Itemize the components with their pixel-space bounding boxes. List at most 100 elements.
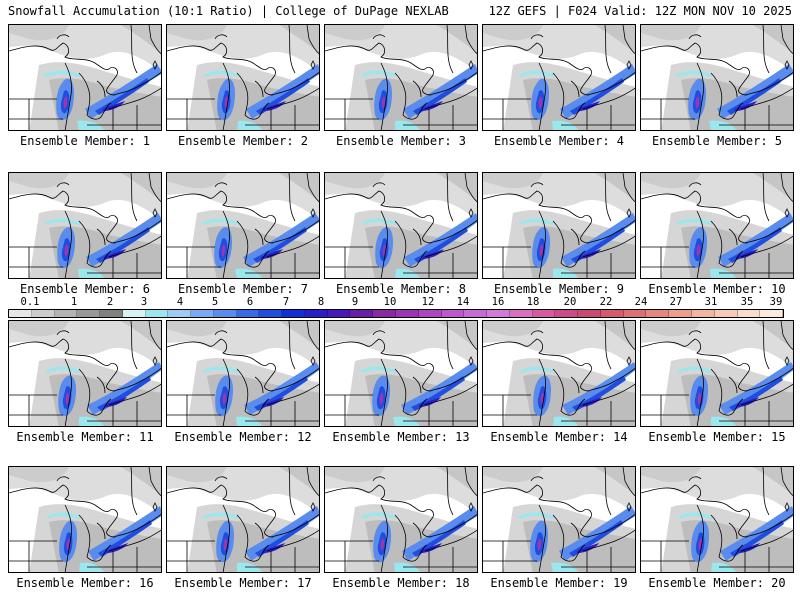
ensemble-member-map — [166, 320, 320, 427]
ensemble-member-map — [482, 172, 636, 279]
scale-color-swatch — [487, 310, 510, 317]
scale-tick-label: 2 — [106, 296, 114, 308]
scale-tick-label: 27 — [669, 296, 683, 308]
header-model-info: 12Z GEFS | F024 Valid: 12Z MON NOV 10 20… — [488, 4, 792, 18]
scale-tick-label: 39 — [769, 296, 783, 308]
ensemble-member-label: Ensemble Member: 17 — [174, 576, 312, 590]
scale-color-swatch — [327, 310, 351, 317]
ensemble-member-label: Ensemble Member: 6 — [19, 282, 151, 296]
scale-color-swatch — [282, 310, 305, 317]
ensemble-member-label: Ensemble Member: 9 — [493, 282, 625, 296]
ensemble-member-label: Ensemble Member: 2 — [177, 134, 309, 148]
scale-color-swatch — [669, 310, 692, 317]
scale-tick-label: 22 — [599, 296, 613, 308]
scale-tick-label: 14 — [456, 296, 470, 308]
ensemble-member-label: Ensemble Member: 20 — [648, 576, 786, 590]
scale-tick-label: 0.1 — [20, 296, 40, 308]
snowfall-color-scale: 0.1 1 2 3 4 5 6 7 8 9 10 12 14 16 18 20 22 24 27 31 35 39 — [8, 296, 792, 318]
scale-color-swatch — [122, 310, 146, 317]
scale-color-swatch — [213, 310, 237, 317]
scale-color-swatch — [9, 310, 32, 317]
scale-color-swatch — [373, 310, 397, 317]
scale-tick-label: 5 — [211, 296, 219, 308]
scale-tick-label: 18 — [526, 296, 540, 308]
ensemble-member-label: Ensemble Member: 14 — [490, 430, 628, 444]
scale-color-swatch — [259, 310, 283, 317]
scale-color-swatch — [600, 310, 624, 317]
ensemble-member-label: Ensemble Member: 5 — [651, 134, 783, 148]
ensemble-member-map — [640, 24, 794, 131]
scale-color-swatch — [77, 310, 101, 317]
scale-color-swatch — [464, 310, 488, 317]
ensemble-member-map — [166, 466, 320, 573]
ensemble-member-label: Ensemble Member: 13 — [332, 430, 470, 444]
ensemble-member-map — [640, 466, 794, 573]
ensemble-member-map — [166, 172, 320, 279]
ensemble-member-map — [640, 320, 794, 427]
header-title: Snowfall Accumulation (10:1 Ratio) | Col… — [8, 4, 449, 18]
scale-tick-label: 3 — [140, 296, 148, 308]
ensemble-member-map — [324, 466, 478, 573]
scale-tick-label: 35 — [740, 296, 754, 308]
ensemble-member-label: Ensemble Member: 15 — [648, 430, 786, 444]
ensemble-member-label: Ensemble Member: 10 — [648, 282, 786, 296]
ensemble-member-label: Ensemble Member: 8 — [335, 282, 467, 296]
scale-color-swatch — [578, 310, 601, 317]
scale-color-swatch — [236, 310, 260, 317]
ensemble-member-map — [324, 320, 478, 427]
scale-tick-label: 6 — [246, 296, 254, 308]
ensemble-member-label: Ensemble Member: 11 — [16, 430, 154, 444]
ensemble-member-label: Ensemble Member: 18 — [332, 576, 470, 590]
ensemble-member-map — [482, 320, 636, 427]
scale-tick-label: 9 — [351, 296, 359, 308]
scale-color-bar — [8, 309, 784, 318]
scale-tick-label: 8 — [317, 296, 325, 308]
ensemble-member-map — [482, 466, 636, 573]
ensemble-member-map — [8, 466, 162, 573]
ensemble-member-map — [640, 172, 794, 279]
scale-color-swatch — [31, 310, 55, 317]
scale-color-swatch — [304, 310, 328, 317]
ensemble-member-label: Ensemble Member: 16 — [16, 576, 154, 590]
ensemble-member-map — [482, 24, 636, 131]
scale-tick-label: 4 — [176, 296, 184, 308]
scale-color-swatch — [418, 310, 442, 317]
scale-color-swatch — [350, 310, 374, 317]
scale-color-swatch — [714, 310, 738, 317]
scale-color-swatch — [441, 310, 465, 317]
ensemble-member-map — [8, 172, 162, 279]
scale-color-swatch — [623, 310, 647, 317]
scale-tick-label: 1 — [70, 296, 78, 308]
scale-color-swatch — [168, 310, 192, 317]
scale-tick-label: 12 — [421, 296, 435, 308]
scale-color-swatch — [555, 310, 579, 317]
ensemble-member-map — [8, 320, 162, 427]
scale-color-swatch — [532, 310, 556, 317]
scale-tick-label: 7 — [282, 296, 290, 308]
ensemble-member-label: Ensemble Member: 1 — [19, 134, 151, 148]
ensemble-member-label: Ensemble Member: 19 — [490, 576, 628, 590]
ensemble-member-label: Ensemble Member: 7 — [177, 282, 309, 296]
scale-color-swatch — [737, 310, 761, 317]
ensemble-member-map — [324, 172, 478, 279]
scale-color-swatch — [100, 310, 123, 317]
ensemble-member-label: Ensemble Member: 3 — [335, 134, 467, 148]
scale-tick-label: 31 — [704, 296, 718, 308]
ensemble-member-map — [324, 24, 478, 131]
scale-color-swatch — [191, 310, 214, 317]
scale-tick-label: 10 — [383, 296, 397, 308]
scale-color-swatch — [691, 310, 715, 317]
scale-color-swatch — [396, 310, 419, 317]
scale-color-swatch — [54, 310, 78, 317]
scale-tick-label: 16 — [491, 296, 505, 308]
scale-color-swatch — [646, 310, 670, 317]
ensemble-member-map — [166, 24, 320, 131]
scale-color-swatch — [509, 310, 533, 317]
scale-color-swatch — [760, 310, 784, 317]
scale-tick-label: 20 — [563, 296, 577, 308]
ensemble-member-label: Ensemble Member: 4 — [493, 134, 625, 148]
ensemble-member-map — [8, 24, 162, 131]
ensemble-member-label: Ensemble Member: 12 — [174, 430, 312, 444]
scale-tick-label: 24 — [634, 296, 648, 308]
scale-color-swatch — [145, 310, 169, 317]
